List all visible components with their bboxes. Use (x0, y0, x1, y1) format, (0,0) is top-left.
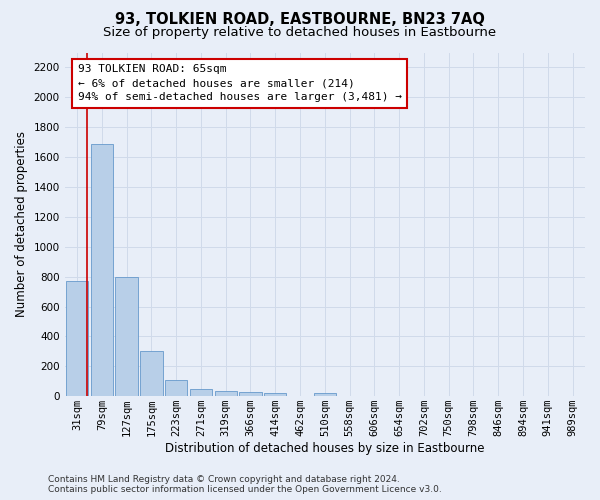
X-axis label: Distribution of detached houses by size in Eastbourne: Distribution of detached houses by size … (165, 442, 485, 455)
Bar (165, 380, 187, 396)
Bar (314, 393, 336, 396)
Text: 93, TOLKIEN ROAD, EASTBOURNE, BN23 7AQ: 93, TOLKIEN ROAD, EASTBOURNE, BN23 7AQ (115, 12, 485, 26)
Text: 93 TOLKIEN ROAD: 65sqm
← 6% of detached houses are smaller (214)
94% of semi-det: 93 TOLKIEN ROAD: 65sqm ← 6% of detached … (77, 64, 401, 102)
Text: Contains HM Land Registry data © Crown copyright and database right 2024.
Contai: Contains HM Land Registry data © Crown c… (48, 474, 442, 494)
Bar (115, 276, 138, 396)
Bar (190, 390, 212, 396)
Y-axis label: Number of detached properties: Number of detached properties (15, 132, 28, 318)
Bar (264, 393, 286, 396)
Bar (91, 144, 113, 396)
Bar (66, 281, 88, 396)
Bar (140, 352, 163, 396)
Bar (215, 391, 237, 396)
Text: Size of property relative to detached houses in Eastbourne: Size of property relative to detached ho… (103, 26, 497, 39)
Bar (239, 392, 262, 396)
